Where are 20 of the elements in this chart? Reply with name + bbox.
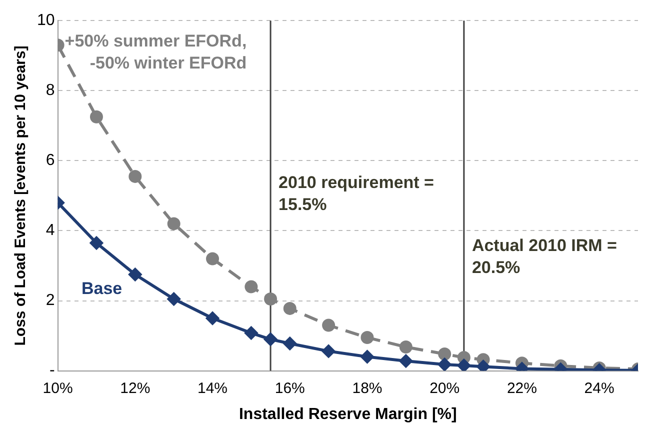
x-tick-label: 14% bbox=[198, 380, 228, 397]
y-tick-label: - bbox=[49, 362, 55, 380]
ref-line-label: Actual 2010 IRM = 20.5% bbox=[472, 236, 618, 277]
y-tick-label: 4 bbox=[46, 222, 55, 240]
y-tick-label: 6 bbox=[46, 152, 55, 170]
x-tick-label: 24% bbox=[584, 380, 614, 397]
x-axis-title: Installed Reserve Margin [%] bbox=[238, 406, 457, 423]
x-tick-label: 16% bbox=[274, 380, 305, 397]
ref-line-label: 2010 requirement = 15.5% bbox=[278, 172, 434, 214]
y-tick-label: 8 bbox=[46, 82, 55, 100]
x-tick-label: 10% bbox=[42, 380, 73, 397]
x-tick-label: 22% bbox=[506, 380, 537, 397]
x-tick-label: 18% bbox=[352, 380, 382, 397]
series-label: +50% summer EFORd, -50% winter EFORd bbox=[64, 31, 247, 72]
y-tick-label: 2 bbox=[46, 292, 55, 310]
x-tick-label: 20% bbox=[430, 380, 460, 397]
y-tick-label: 10 bbox=[37, 12, 55, 30]
series-label: Base bbox=[81, 279, 122, 298]
x-tick-label: 12% bbox=[120, 380, 150, 397]
y-axis-title: Loss of Load Events [events per 10 years] bbox=[12, 46, 30, 346]
